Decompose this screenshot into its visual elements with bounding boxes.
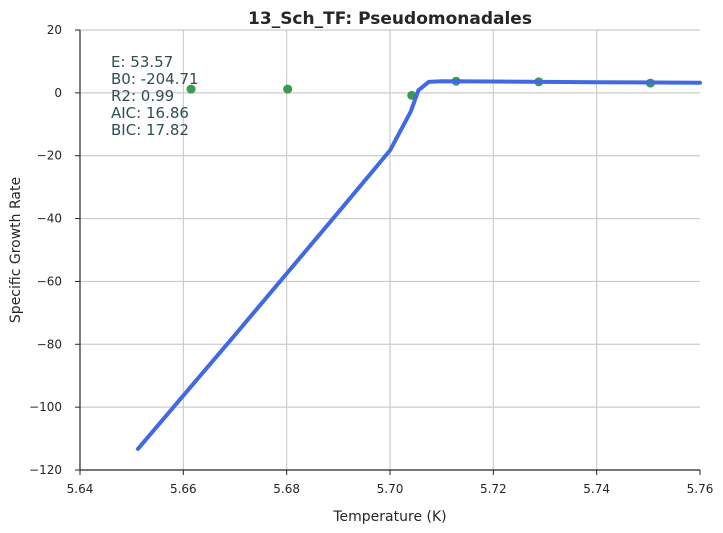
y-tick-label: −20 — [37, 149, 62, 163]
data-point — [186, 84, 196, 94]
y-tick-label: −100 — [29, 400, 62, 414]
y-axis-label: Specific Growth Rate — [8, 177, 24, 323]
stat-aic: AIC: 16.86 — [111, 104, 189, 122]
fit-line — [135, 79, 702, 451]
series — [135, 76, 702, 451]
stat-bic: BIC: 17.82 — [111, 121, 189, 139]
grid — [80, 29, 700, 470]
x-tick-label: 5.66 — [170, 482, 197, 496]
x-tick-label: 5.70 — [377, 482, 404, 496]
fit-stats: E: 53.57 B0: -204.71 R2: 0.99 AIC: 16.86… — [111, 53, 199, 139]
y-tick-label: 20 — [47, 23, 62, 37]
y-tick-label: −40 — [37, 212, 62, 226]
ticks: 5.64 5.66 5.68 5.70 5.72 5.74 5.76 −120 −100 −80 −… — [29, 23, 713, 496]
x-tick-label: 5.76 — [687, 482, 714, 496]
x-tick-label: 5.74 — [583, 482, 610, 496]
stat-b0: B0: -204.71 — [111, 70, 199, 88]
y-tick-label: 0 — [54, 86, 62, 100]
stat-r2: R2: 0.99 — [111, 87, 174, 105]
x-tick-label: 5.72 — [480, 482, 507, 496]
x-tick-label: 5.68 — [273, 482, 300, 496]
data-point — [283, 84, 293, 94]
y-tick-label: −60 — [37, 274, 62, 288]
x-axis-label: Temperature (K) — [332, 509, 446, 525]
y-tick-label: −80 — [37, 337, 62, 351]
chart-title: 13_Sch_TF: Pseudomonadales — [248, 9, 532, 29]
x-tick-label: 5.64 — [67, 482, 94, 496]
stat-e: E: 53.57 — [111, 53, 173, 71]
y-tick-label: −120 — [29, 463, 62, 477]
